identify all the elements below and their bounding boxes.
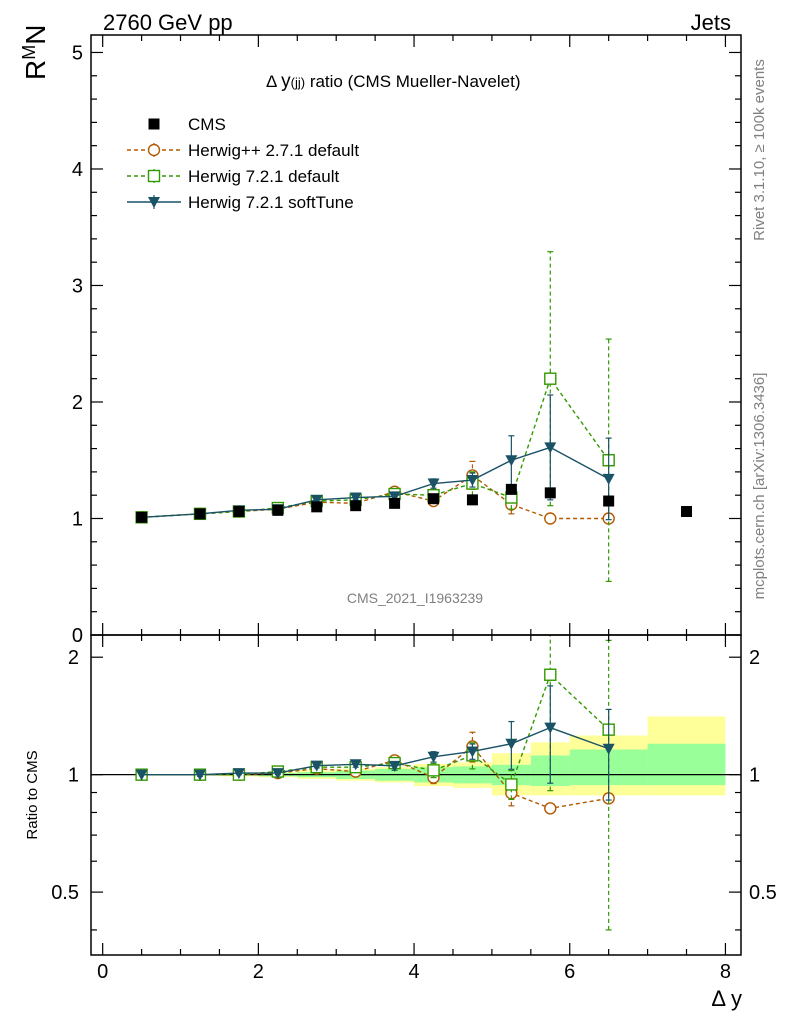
y-tick-ratio-left-label-2: 2 bbox=[68, 647, 79, 669]
side-label-top: Rivet 3.1.10, ≥ 100k events bbox=[751, 59, 768, 241]
y-tick-ratio-right-label-1: 1 bbox=[749, 765, 760, 787]
y-tick-main-label-5: 5 bbox=[72, 42, 83, 64]
main-cms-point-1 bbox=[194, 508, 206, 520]
main-soft-point-4 bbox=[310, 494, 323, 506]
x-tick-label-4: 4 bbox=[408, 961, 419, 983]
main-soft-point-9 bbox=[505, 455, 518, 467]
legend: CMS Herwig++ 2.7.1 default Herwig 7.2.1 de… bbox=[127, 115, 359, 212]
y-tick-main-label-4: 4 bbox=[72, 159, 83, 181]
side-label-bottom: mcplots.cern.ch [arXiv:1306.3436] bbox=[751, 373, 768, 600]
ratio-soft-point-4 bbox=[310, 760, 323, 772]
ratio-soft-point-0 bbox=[135, 769, 148, 781]
main-cms-point-8 bbox=[466, 494, 478, 506]
ratio-h271-line bbox=[141, 745, 609, 810]
main-ylabel: RMN bbox=[19, 25, 51, 80]
ratio-soft-point-9 bbox=[505, 738, 518, 750]
y-tick-main-label-1: 1 bbox=[72, 508, 83, 530]
ratio-soft-point-2 bbox=[232, 768, 245, 780]
ratio-series-layer bbox=[135, 635, 615, 931]
main-cms-point-12 bbox=[681, 506, 693, 518]
ratio-h721-point-10 bbox=[544, 668, 557, 681]
title-sub: (jj) bbox=[291, 75, 305, 90]
ratio-soft-point-3 bbox=[271, 768, 284, 780]
main-cms-point-0 bbox=[136, 511, 148, 523]
legend-cms-marker bbox=[148, 118, 160, 130]
x-tick-label-8: 8 bbox=[720, 961, 731, 983]
header-left: 2760 GeV pp bbox=[103, 10, 233, 35]
ratio-soft-point-8 bbox=[466, 746, 479, 758]
main-soft-point-5 bbox=[349, 492, 362, 504]
main-cms-point-3 bbox=[272, 504, 284, 516]
main-soft-point-10 bbox=[544, 442, 557, 454]
title-delta: Δ bbox=[266, 72, 277, 91]
main-soft-point-8 bbox=[466, 475, 479, 487]
main-cms-point-4 bbox=[311, 501, 323, 513]
legend-cms-label: CMS bbox=[188, 115, 226, 134]
y-tick-ratio-left-label-0.5: 0.5 bbox=[51, 882, 79, 904]
x-tick-label-2: 2 bbox=[253, 961, 264, 983]
ratio-band bbox=[102, 716, 726, 796]
axis-ticks bbox=[91, 35, 741, 955]
main-h271-point-10 bbox=[544, 512, 557, 525]
ratio-h721-point-9 bbox=[505, 778, 518, 791]
y-tick-ratio-right-label-0.5: 0.5 bbox=[749, 882, 777, 904]
main-ylabel-n: N bbox=[20, 25, 51, 45]
y-tick-main-label-3: 3 bbox=[72, 275, 83, 297]
ratio-h271-point-10 bbox=[544, 802, 557, 815]
ratio-h721-point-7 bbox=[427, 764, 440, 777]
ratio-soft-point-1 bbox=[193, 769, 206, 781]
main-cms-point-5 bbox=[350, 500, 362, 512]
main-cms-point-9 bbox=[505, 483, 517, 495]
legend-h721-label: Herwig 7.2.1 default bbox=[188, 167, 339, 186]
y-tick-main-label-0: 0 bbox=[72, 625, 83, 647]
ratio-ylabel: Ratio to CMS bbox=[24, 750, 41, 839]
main-soft-point-11 bbox=[602, 473, 615, 485]
main-ylabel-sup: M bbox=[19, 45, 39, 60]
main-cms-point-6 bbox=[389, 497, 401, 509]
main-h721-point-10 bbox=[544, 372, 557, 385]
ratio-frame bbox=[90, 634, 742, 956]
main-cms-point-2 bbox=[233, 506, 245, 518]
title-rest: ratio (CMS Mueller-Navelet) bbox=[305, 72, 520, 91]
x-tick-label-6: 6 bbox=[564, 961, 575, 983]
x-axis-label: Δ y bbox=[711, 986, 742, 1011]
legend-soft-label: Herwig 7.2.1 softTune bbox=[188, 193, 354, 212]
main-soft-point-7 bbox=[427, 478, 440, 490]
ratio-soft-point-6 bbox=[388, 760, 401, 772]
ratio-soft-point-10 bbox=[544, 722, 557, 734]
ratio-soft-point-5 bbox=[349, 759, 362, 771]
legend-h721-marker bbox=[147, 169, 161, 183]
main-ylabel-r: R bbox=[20, 60, 51, 80]
band-inner-12 bbox=[647, 743, 726, 786]
main-soft-line bbox=[141, 446, 609, 519]
main-cms-point-10 bbox=[544, 487, 556, 499]
x-tick-label-0: 0 bbox=[97, 961, 108, 983]
series-layer bbox=[135, 251, 693, 583]
plot-title: Δ y(jj) ratio (CMS Mueller-Navelet) bbox=[266, 71, 520, 92]
ratio-soft-point-7 bbox=[427, 751, 440, 763]
legend-h271-label: Herwig++ 2.7.1 default bbox=[188, 141, 359, 160]
header-right: Jets bbox=[691, 10, 731, 35]
y-tick-main-label-2: 2 bbox=[72, 392, 83, 414]
y-tick-ratio-left-label-1: 1 bbox=[68, 765, 79, 787]
main-cms-point-11 bbox=[603, 495, 615, 507]
legend-h271-marker bbox=[147, 143, 161, 157]
legend-soft-marker bbox=[148, 197, 160, 208]
y-tick-ratio-right-label-2: 2 bbox=[749, 647, 760, 669]
ratio-soft-point-11 bbox=[602, 743, 615, 755]
title-y: y bbox=[281, 71, 291, 92]
ratio-soft-line bbox=[141, 726, 609, 776]
main-cms-point-7 bbox=[428, 493, 440, 505]
watermark: CMS_2021_I1963239 bbox=[347, 590, 483, 606]
main-soft-point-6 bbox=[388, 491, 401, 503]
